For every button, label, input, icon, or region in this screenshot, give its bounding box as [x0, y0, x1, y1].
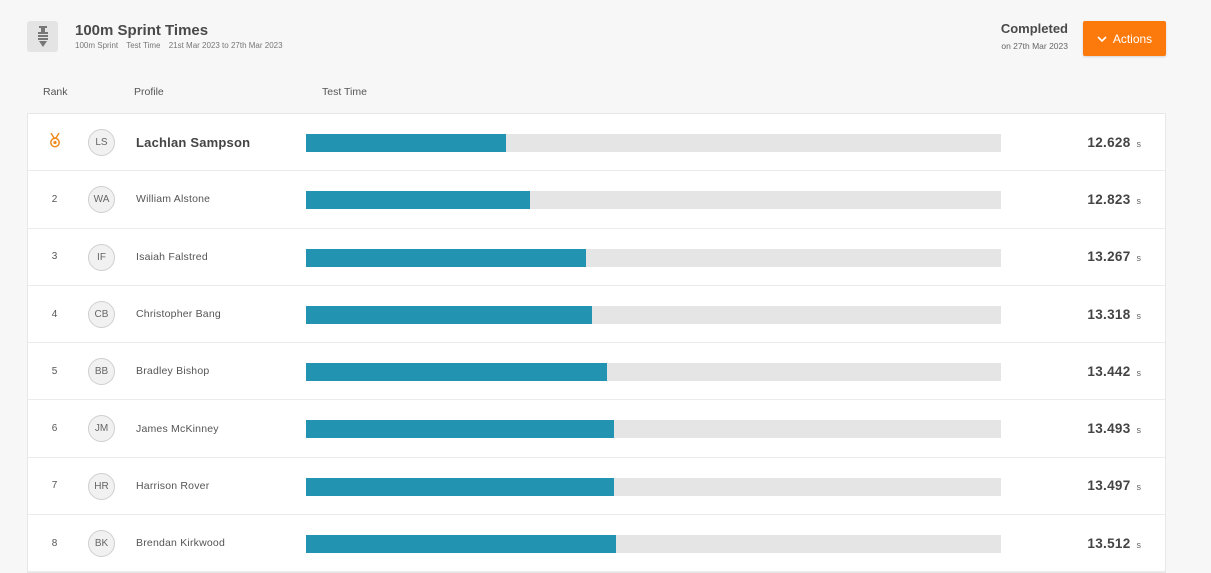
rank-cell: 2 — [28, 171, 81, 227]
page-subtitle: 100m Sprint Test Time 21st Mar 2023 to 2… — [75, 41, 289, 50]
chevron-down-icon — [1097, 32, 1107, 46]
time-cell: 12.628 s — [1087, 114, 1141, 170]
rank-cell: 3 — [28, 229, 81, 285]
time-bar-fill — [306, 305, 593, 324]
avatar[interactable]: CB — [88, 300, 115, 328]
time-value: 12.628 — [1087, 134, 1131, 150]
table-row[interactable]: 7 HR Harrison Rover 13.497 s — [28, 458, 1165, 516]
time-unit: s — [1136, 195, 1142, 206]
time-bar-track — [306, 134, 1001, 152]
column-header-profile[interactable]: Profile — [134, 86, 164, 98]
rank-cell — [28, 114, 81, 170]
time-bar-track — [306, 477, 1001, 496]
time-value: 13.512 — [1087, 535, 1131, 551]
stopwatch-icon — [27, 21, 58, 52]
table-row[interactable]: 3 IF Isaiah Falstred 13.267 s — [28, 229, 1165, 286]
medal-icon — [49, 132, 61, 151]
rank-cell: 7 — [28, 458, 81, 514]
time-unit: s — [1136, 539, 1142, 550]
avatar[interactable]: IF — [88, 243, 115, 271]
time-bar-track — [306, 535, 1001, 554]
avatar[interactable]: BK — [88, 530, 115, 558]
time-value: 13.493 — [1087, 421, 1131, 437]
time-bar-fill — [306, 535, 616, 554]
subtitle-test-name: 100m Sprint — [75, 41, 119, 50]
column-header-test-time[interactable]: Test Time — [322, 86, 367, 98]
athlete-name[interactable]: Harrison Rover — [136, 479, 210, 492]
time-value: 13.267 — [1087, 249, 1131, 265]
status-block: Completed on 27th Mar 2023 — [1001, 21, 1068, 51]
table-row[interactable]: 5 BB Bradley Bishop 13.442 s — [28, 343, 1165, 401]
page-title: 100m Sprint Times — [75, 22, 209, 39]
time-value: 13.318 — [1087, 306, 1131, 322]
table-row[interactable]: 4 CB Christopher Bang 13.318 s — [28, 286, 1165, 344]
time-bar-track — [306, 420, 1001, 439]
avatar[interactable]: WA — [88, 186, 115, 214]
time-bar-track — [306, 248, 1001, 267]
time-unit: s — [1136, 253, 1142, 264]
rank-number: 5 — [51, 365, 58, 377]
rank-number: 2 — [51, 193, 58, 205]
time-cell: 13.497 s — [1087, 458, 1141, 514]
time-unit: s — [1136, 310, 1142, 321]
time-bar-track — [306, 363, 1001, 382]
athlete-name[interactable]: Brendan Kirkwood — [136, 537, 225, 550]
time-bar-fill — [306, 477, 614, 496]
time-unit: s — [1136, 482, 1142, 493]
avatar[interactable]: LS — [88, 129, 115, 156]
status-label: Completed — [1000, 21, 1068, 36]
avatar[interactable]: BB — [88, 358, 115, 386]
athlete-name[interactable]: William Alstone — [136, 193, 211, 206]
table-row[interactable]: LS Lachlan Sampson 12.628 s — [28, 114, 1165, 172]
time-bar-fill — [306, 420, 614, 439]
time-cell: 13.493 s — [1087, 400, 1141, 456]
time-cell: 13.442 s — [1087, 343, 1141, 399]
rank-cell: 8 — [28, 515, 81, 571]
rank-number: 8 — [51, 537, 58, 549]
rank-cell: 6 — [28, 400, 81, 456]
subtitle-date-range: 21st Mar 2023 to 27th Mar 2023 — [168, 41, 283, 50]
column-header-rank[interactable]: Rank — [43, 86, 68, 98]
table-row[interactable]: 2 WA William Alstone 12.823 s — [28, 171, 1165, 229]
rank-number: 4 — [51, 308, 58, 320]
time-cell: 13.318 s — [1087, 286, 1141, 342]
time-value: 12.823 — [1087, 191, 1131, 207]
avatar[interactable]: HR — [88, 472, 115, 500]
time-unit: s — [1136, 138, 1142, 149]
athlete-name[interactable]: Christopher Bang — [136, 308, 221, 321]
time-unit: s — [1136, 367, 1142, 378]
time-unit: s — [1136, 425, 1142, 436]
athlete-name[interactable]: Bradley Bishop — [136, 365, 210, 378]
page-header: 100m Sprint Times 100m Sprint Test Time … — [27, 18, 1166, 58]
time-bar-fill — [306, 363, 607, 382]
athlete-name[interactable]: Lachlan Sampson — [136, 134, 251, 150]
time-cell: 13.512 s — [1087, 515, 1141, 571]
rank-number: 3 — [51, 251, 58, 263]
athlete-name[interactable]: Isaiah Falstred — [136, 250, 208, 263]
time-bar-fill — [306, 191, 530, 210]
actions-button[interactable]: Actions — [1083, 21, 1166, 56]
avatar[interactable]: JM — [88, 415, 115, 443]
time-value: 13.497 — [1087, 478, 1131, 494]
rank-number: 7 — [51, 480, 58, 492]
results-table: LS Lachlan Sampson 12.628 s 2 WA William Alsto… — [27, 113, 1166, 573]
time-cell: 12.823 s — [1087, 171, 1141, 227]
time-bar-fill — [306, 248, 587, 267]
rank-number: 6 — [51, 423, 58, 435]
actions-button-label: Actions — [1112, 31, 1153, 46]
time-bar-track — [306, 191, 1001, 210]
status-date: on 27th Mar 2023 — [1001, 41, 1068, 51]
table-row[interactable]: 8 BK Brendan Kirkwood 13.512 s — [28, 515, 1165, 573]
time-bar-fill — [306, 134, 507, 152]
time-bar-track — [306, 305, 1001, 324]
rank-cell: 5 — [28, 343, 81, 399]
athlete-name[interactable]: James McKinney — [136, 422, 219, 435]
table-row[interactable]: 6 JM James McKinney 13.493 s — [28, 400, 1165, 458]
time-value: 13.442 — [1087, 363, 1131, 379]
subtitle-test-type: Test Time — [126, 41, 161, 50]
time-cell: 13.267 s — [1087, 229, 1141, 285]
rank-cell: 4 — [28, 286, 81, 342]
